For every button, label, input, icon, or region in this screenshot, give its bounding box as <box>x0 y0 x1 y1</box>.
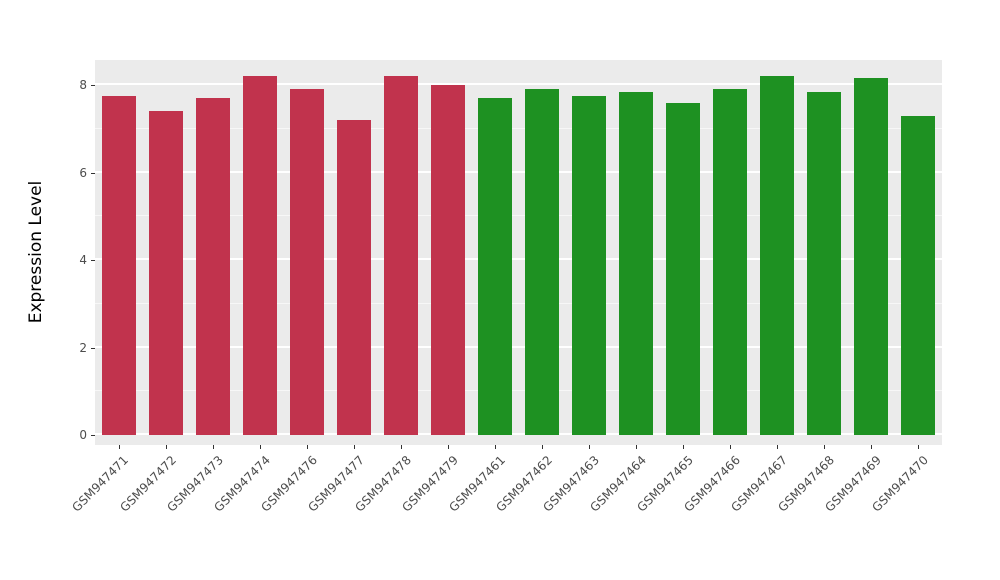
bar-GSM947471 <box>101 95 136 435</box>
x-tick-mark <box>212 445 214 449</box>
x-tick-mark <box>636 445 638 449</box>
y-tick-mark <box>91 172 95 174</box>
y-tick-label: 4 <box>79 253 87 267</box>
x-tick-mark <box>400 445 402 449</box>
bar-GSM947465 <box>666 102 701 435</box>
minor-gridline <box>95 302 942 304</box>
x-tick-mark <box>353 445 355 449</box>
bar-GSM947473 <box>195 98 230 435</box>
x-tick-mark <box>306 445 308 449</box>
x-tick-mark <box>447 445 449 449</box>
y-tick-mark <box>91 85 95 86</box>
x-tick-mark <box>871 445 873 449</box>
major-gridline <box>95 258 942 260</box>
bar-GSM947469 <box>854 78 889 435</box>
bar-GSM947468 <box>807 91 842 435</box>
y-axis-title: Expression Level <box>26 180 46 324</box>
x-tick-mark <box>824 445 826 449</box>
bar-GSM947461 <box>477 98 512 435</box>
minor-gridline <box>95 215 942 217</box>
x-tick-mark <box>918 445 920 449</box>
bar-GSM947464 <box>619 91 654 435</box>
x-tick-mark <box>542 445 544 449</box>
plot-panel <box>95 60 942 445</box>
y-tick-label: 6 <box>79 165 87 180</box>
major-gridline <box>95 345 942 348</box>
bar-GSM947463 <box>572 95 607 435</box>
x-tick-mark <box>118 445 120 449</box>
x-tick-mark <box>494 445 496 449</box>
minor-gridline <box>95 390 942 392</box>
bar-GSM947478 <box>383 76 418 435</box>
bar-GSM947470 <box>901 115 936 435</box>
bar-GSM947477 <box>336 120 371 435</box>
bar-GSM947476 <box>289 89 324 435</box>
y-tick-label: 8 <box>79 78 87 92</box>
bar-GSM947479 <box>430 85 465 435</box>
x-tick-mark <box>589 445 591 449</box>
x-tick-mark <box>259 445 261 449</box>
bar-GSM947467 <box>760 76 795 435</box>
x-tick-mark <box>777 445 779 449</box>
y-tick-label: 0 <box>79 428 87 442</box>
major-gridline <box>95 433 942 435</box>
bar-GSM947472 <box>148 111 183 435</box>
major-gridline <box>95 83 942 85</box>
y-tick-mark <box>91 347 95 349</box>
y-tick-mark <box>91 435 95 436</box>
bar-GSM947474 <box>242 76 277 435</box>
major-gridline <box>95 170 942 173</box>
bar-GSM947462 <box>525 89 560 435</box>
x-tick-mark <box>683 445 685 449</box>
minor-gridline <box>95 127 942 129</box>
x-tick-mark <box>730 445 732 449</box>
y-tick-label: 2 <box>79 340 87 355</box>
bar-GSM947466 <box>713 89 748 435</box>
x-tick-mark <box>165 445 167 449</box>
y-tick-mark <box>91 260 95 261</box>
